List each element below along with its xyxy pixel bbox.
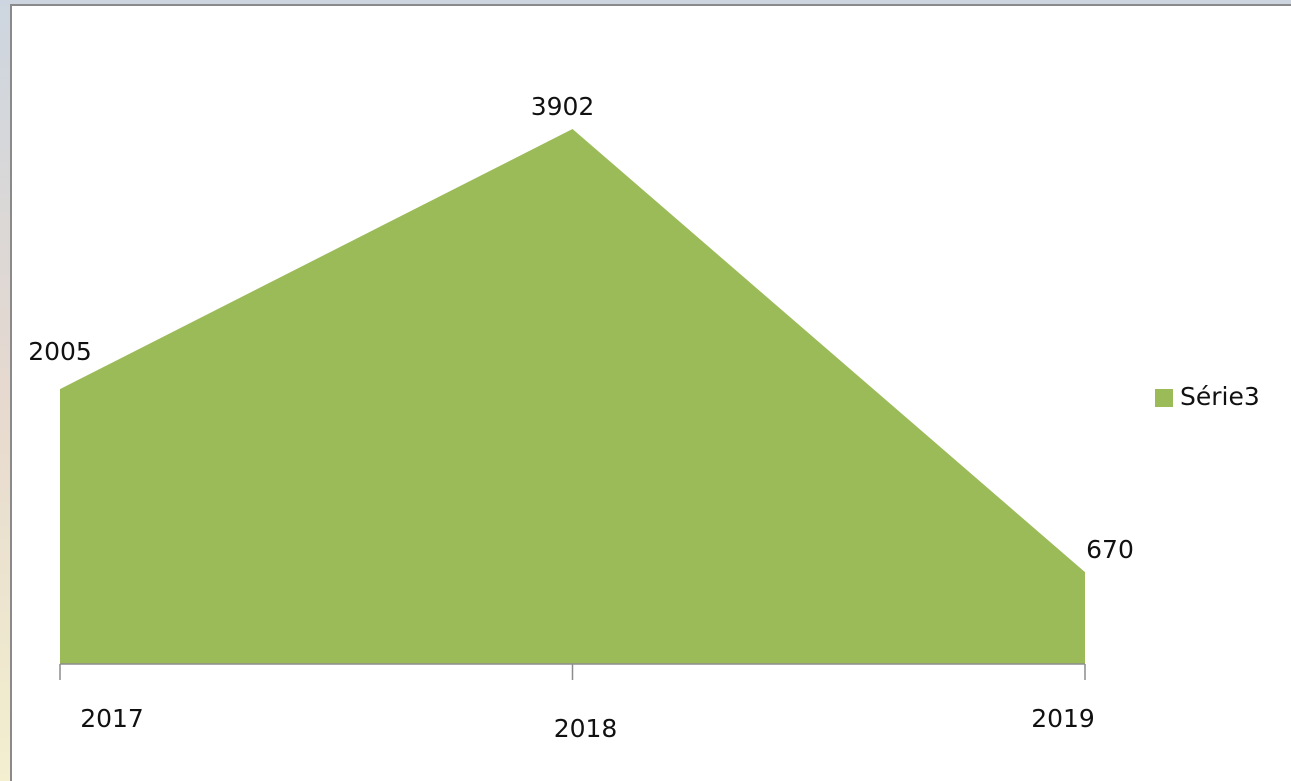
data-label: 2005: [28, 337, 92, 366]
x-tick-label: 2019: [1031, 704, 1095, 733]
x-tick-label: 2017: [80, 704, 144, 733]
x-tick-label: 2018: [554, 714, 618, 743]
legend-swatch: [1155, 389, 1173, 407]
data-label: 3902: [531, 92, 595, 121]
area: [60, 128, 1085, 665]
legend-label: Série3: [1180, 382, 1260, 411]
data-label: 670: [1086, 535, 1134, 564]
